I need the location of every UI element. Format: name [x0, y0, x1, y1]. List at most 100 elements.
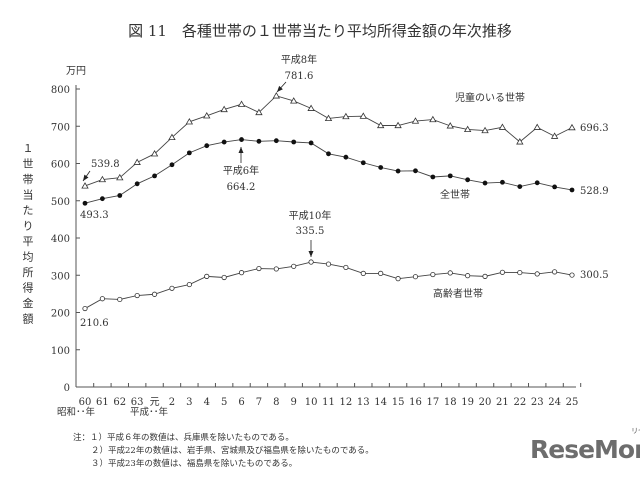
resemom-logo: ReseMomリセマム — [530, 427, 640, 464]
y-tick-label: 500 — [51, 197, 70, 208]
x-tick-label: 13 — [357, 397, 370, 408]
data-point-open — [569, 272, 575, 278]
data-point-triangle — [342, 112, 350, 120]
x-tick-label: 元 — [150, 397, 160, 408]
x-tick-label: 20 — [479, 397, 492, 408]
y-axis-label-char: 額 — [23, 313, 34, 326]
annotation-value: 210.6 — [80, 318, 109, 329]
y-tick-label: 300 — [51, 271, 70, 282]
arrowhead-icon — [308, 251, 314, 257]
data-point-triangle — [133, 158, 141, 165]
y-axis-label-char: 金 — [23, 296, 34, 310]
data-point-filled — [413, 168, 418, 174]
data-point-triangle — [463, 125, 472, 133]
data-point-open — [430, 271, 436, 278]
era-label-heisei: 平成･･年 — [130, 406, 169, 418]
footnote-1: 注：１）平成６年の数値は、兵庫県を除いたものである。 — [73, 432, 294, 443]
data-point-triangle — [272, 92, 281, 99]
annotation-label: 平成6年 — [223, 164, 259, 177]
data-point-open — [82, 305, 88, 312]
logo-sub: リセマム — [631, 427, 640, 435]
annotation-value: 335.5 — [296, 226, 325, 237]
annotation-value: 539.8 — [91, 159, 120, 170]
data-point-triangle — [498, 123, 507, 130]
data-point-triangle — [394, 121, 402, 129]
x-tick-label: 3 — [186, 397, 192, 408]
annotation-value: 664.2 — [227, 182, 256, 193]
data-point-triangle — [568, 123, 576, 131]
data-point-filled — [482, 180, 488, 186]
annotation-value: 528.9 — [580, 186, 609, 197]
y-axis-label-char: た — [23, 204, 34, 217]
y-axis-label-char: 当 — [23, 188, 34, 202]
x-tick-label: 14 — [374, 397, 387, 408]
x-tick-label: 61 — [96, 397, 109, 408]
x-tick-label: 5 — [221, 397, 227, 408]
logo-text: ReseMom — [530, 435, 640, 464]
y-unit: 万円 — [66, 66, 86, 77]
data-point-triangle — [446, 122, 454, 129]
data-point-open — [308, 259, 314, 265]
data-point-open — [447, 270, 453, 276]
y-tick-label: 800 — [51, 85, 70, 96]
data-point-filled — [221, 139, 227, 145]
data-point-triangle — [98, 175, 107, 183]
x-tick-label: 19 — [461, 397, 474, 408]
series-line-3 — [84, 261, 573, 309]
data-point-triangle — [255, 108, 263, 116]
x-tick-label: 18 — [444, 397, 457, 408]
data-point-open — [395, 276, 401, 282]
x-tick-label: 22 — [513, 397, 526, 408]
era-label-showa: 昭和･･年 — [57, 406, 96, 418]
arrowhead-icon — [277, 85, 283, 92]
annotation-value: 696.3 — [580, 123, 609, 134]
data-point-filled — [204, 143, 210, 149]
data-point-triangle — [429, 115, 437, 123]
data-point-open — [238, 270, 245, 276]
chart-title: 図 11 各種世帯の１世帯当たり平均所得金額の年次推移 — [128, 22, 512, 40]
data-point-triangle — [290, 97, 298, 104]
data-point-triangle — [168, 133, 176, 141]
data-point-filled — [82, 200, 88, 206]
x-tick-label: 23 — [531, 397, 544, 408]
y-tick-label: 100 — [51, 346, 70, 357]
data-point-triangle — [359, 112, 367, 119]
x-tick-label: 60 — [79, 397, 92, 408]
y-tick-label: 200 — [51, 309, 70, 320]
data-point-filled — [465, 177, 471, 183]
data-point-triangle — [116, 173, 124, 181]
y-axis-label-char: １ — [23, 142, 34, 155]
x-tick-label: 63 — [131, 397, 144, 408]
data-point-open — [169, 285, 175, 291]
data-point-open — [465, 273, 471, 279]
data-point-triangle — [533, 123, 541, 130]
data-point-filled — [447, 173, 453, 179]
data-point-open — [204, 273, 210, 279]
data-point-filled — [326, 151, 331, 157]
x-tick-label: 4 — [204, 397, 210, 408]
data-point-open — [151, 291, 158, 297]
data-point-open — [134, 292, 140, 299]
annotation-value: 493.3 — [80, 210, 109, 221]
x-tick-label: 2 — [169, 397, 175, 408]
data-point-open — [378, 270, 384, 276]
data-point-open — [482, 273, 488, 279]
data-point-filled — [256, 138, 262, 144]
data-point-open — [534, 271, 540, 277]
data-point-triangle — [376, 121, 385, 129]
data-point-open — [343, 264, 349, 271]
data-point-triangle — [81, 182, 89, 189]
data-point-filled — [534, 180, 540, 186]
data-point-filled — [500, 179, 505, 185]
data-point-filled — [99, 196, 105, 202]
x-tick-label: 15 — [392, 397, 405, 408]
data-point-filled — [552, 184, 558, 190]
footnote-3: ３）平成23年の数値は、福島県を除いたものである。 — [91, 458, 297, 469]
x-tick-label: 11 — [322, 397, 335, 408]
y-tick-label: 600 — [51, 160, 70, 171]
x-tick-label: 25 — [566, 397, 579, 408]
y-tick-label: 700 — [51, 122, 70, 133]
data-point-open — [412, 274, 419, 280]
y-tick-label: 400 — [51, 234, 70, 245]
